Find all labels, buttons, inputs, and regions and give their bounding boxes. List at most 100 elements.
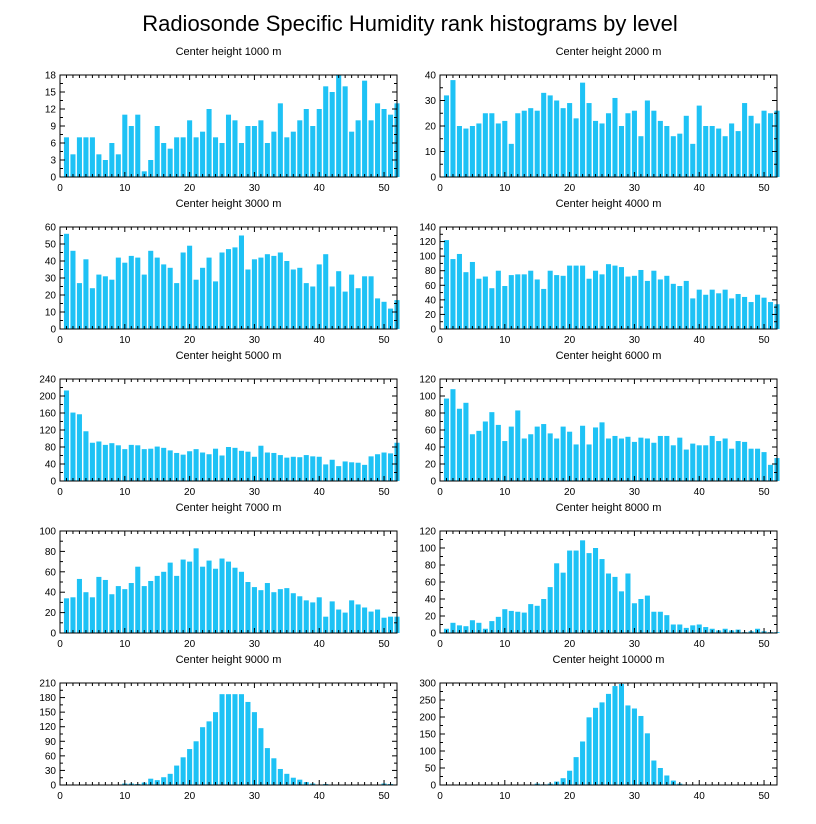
histogram-bar: [375, 103, 381, 177]
histogram-bar: [76, 414, 82, 481]
x-tick-label: 50: [378, 183, 390, 194]
histogram-bar: [264, 143, 270, 177]
histogram-bar: [748, 115, 754, 177]
x-tick-label: 20: [184, 639, 196, 650]
histogram-bar: [96, 576, 102, 633]
histogram-bar: [599, 702, 605, 785]
histogram-bar: [89, 137, 95, 177]
histogram-bar: [238, 450, 244, 481]
y-tick-label: 15: [45, 88, 57, 99]
histogram-bar: [200, 131, 206, 177]
histogram-bar: [381, 109, 387, 177]
histogram-bar: [644, 733, 650, 785]
histogram-bar: [657, 279, 663, 329]
histogram-bar: [573, 757, 579, 785]
histogram-panel: Center height 4000 m 0 10 20 30 40 50 0 20 40 60 80…: [419, 198, 780, 346]
x-tick-label: 40: [694, 487, 706, 498]
histogram-bar: [528, 434, 534, 481]
histogram-bar: [567, 265, 573, 329]
histogram-bar: [508, 275, 514, 329]
histogram-bar: [586, 103, 592, 177]
histogram-panels: Center height 1000 m 0 10 20 30 40 50 0 3 6 9 12 15 1…: [39, 46, 780, 802]
histogram-bar: [755, 294, 761, 329]
histogram-bar: [515, 410, 521, 481]
histogram-bar: [690, 625, 696, 633]
histogram-bar: [670, 136, 676, 177]
histogram-bar: [342, 86, 348, 177]
histogram-bar: [528, 604, 534, 633]
histogram-bar: [638, 715, 644, 785]
histogram-bar: [115, 257, 121, 329]
histogram-bar: [115, 445, 121, 481]
histogram-bar: [696, 445, 702, 481]
histogram-bar: [174, 575, 180, 633]
histogram-bar: [148, 250, 154, 329]
y-tick-label: 100: [419, 392, 436, 403]
histogram-bar: [450, 259, 456, 329]
histogram-bar: [167, 450, 173, 481]
y-tick-label: 0: [430, 173, 436, 184]
histogram-bar: [109, 143, 115, 177]
histogram-bar: [200, 452, 206, 481]
histogram-bar: [238, 694, 244, 785]
histogram-bar: [135, 566, 141, 633]
x-tick-label: 40: [314, 487, 326, 498]
panel-title: Center height 8000 m: [556, 502, 662, 514]
histogram-bar: [310, 456, 316, 481]
y-tick-label: 3: [50, 156, 56, 167]
histogram-bar: [290, 456, 296, 481]
histogram-panel: Center height 10000 m 0 10 20 30 40 50 0 50 100 15…: [419, 654, 778, 802]
histogram-bar: [323, 254, 329, 329]
histogram-bar: [489, 621, 495, 633]
histogram-bar: [599, 559, 605, 633]
histogram-bar: [251, 587, 257, 633]
histogram-bar: [329, 286, 335, 329]
histogram-bar: [502, 286, 508, 329]
x-tick-label: 50: [378, 791, 390, 802]
y-tick-label: 250: [419, 696, 436, 707]
x-tick-label: 30: [629, 335, 641, 346]
histogram-bar: [618, 267, 624, 329]
histogram-bar: [573, 118, 579, 177]
histogram-bar: [625, 113, 631, 177]
histogram-bar: [167, 773, 173, 785]
histogram-bar: [193, 449, 199, 482]
histogram-bar: [495, 123, 501, 177]
histogram-bar: [456, 408, 462, 481]
histogram-bar: [541, 92, 547, 177]
histogram-bar: [148, 448, 154, 481]
histogram-bar: [297, 596, 303, 633]
histogram-bar: [115, 586, 121, 633]
x-tick-label: 50: [758, 335, 770, 346]
histogram-bar: [355, 604, 361, 633]
histogram-bar: [258, 257, 264, 329]
histogram-bar: [482, 113, 488, 177]
histogram-bar: [612, 265, 618, 329]
y-tick-label: 100: [419, 252, 436, 263]
histogram-bar: [593, 548, 599, 633]
histogram-bar: [580, 741, 586, 785]
histogram-bar: [355, 288, 361, 329]
histogram-bar: [154, 575, 160, 633]
histogram-bar: [187, 120, 193, 177]
histogram-bar: [387, 616, 394, 633]
x-tick-label: 20: [184, 335, 196, 346]
y-tick-label: 120: [419, 237, 436, 248]
histogram-bar: [187, 245, 193, 329]
histogram-bar: [219, 252, 225, 329]
histogram-bar: [586, 553, 592, 633]
panel-title: Center height 9000 m: [176, 654, 282, 666]
y-tick-label: 0: [430, 629, 436, 640]
histogram-bar: [277, 455, 283, 481]
y-tick-label: 50: [425, 764, 437, 775]
x-tick-label: 30: [629, 183, 641, 194]
x-tick-label: 30: [249, 335, 261, 346]
histogram-bar: [456, 253, 462, 329]
x-tick-label: 40: [694, 639, 706, 650]
histogram-bar: [573, 550, 579, 633]
histogram-bar: [271, 758, 277, 785]
histogram-bar: [349, 131, 355, 177]
histogram-bar: [567, 770, 573, 785]
histogram-bar: [670, 445, 676, 481]
histogram-bar: [618, 126, 624, 177]
